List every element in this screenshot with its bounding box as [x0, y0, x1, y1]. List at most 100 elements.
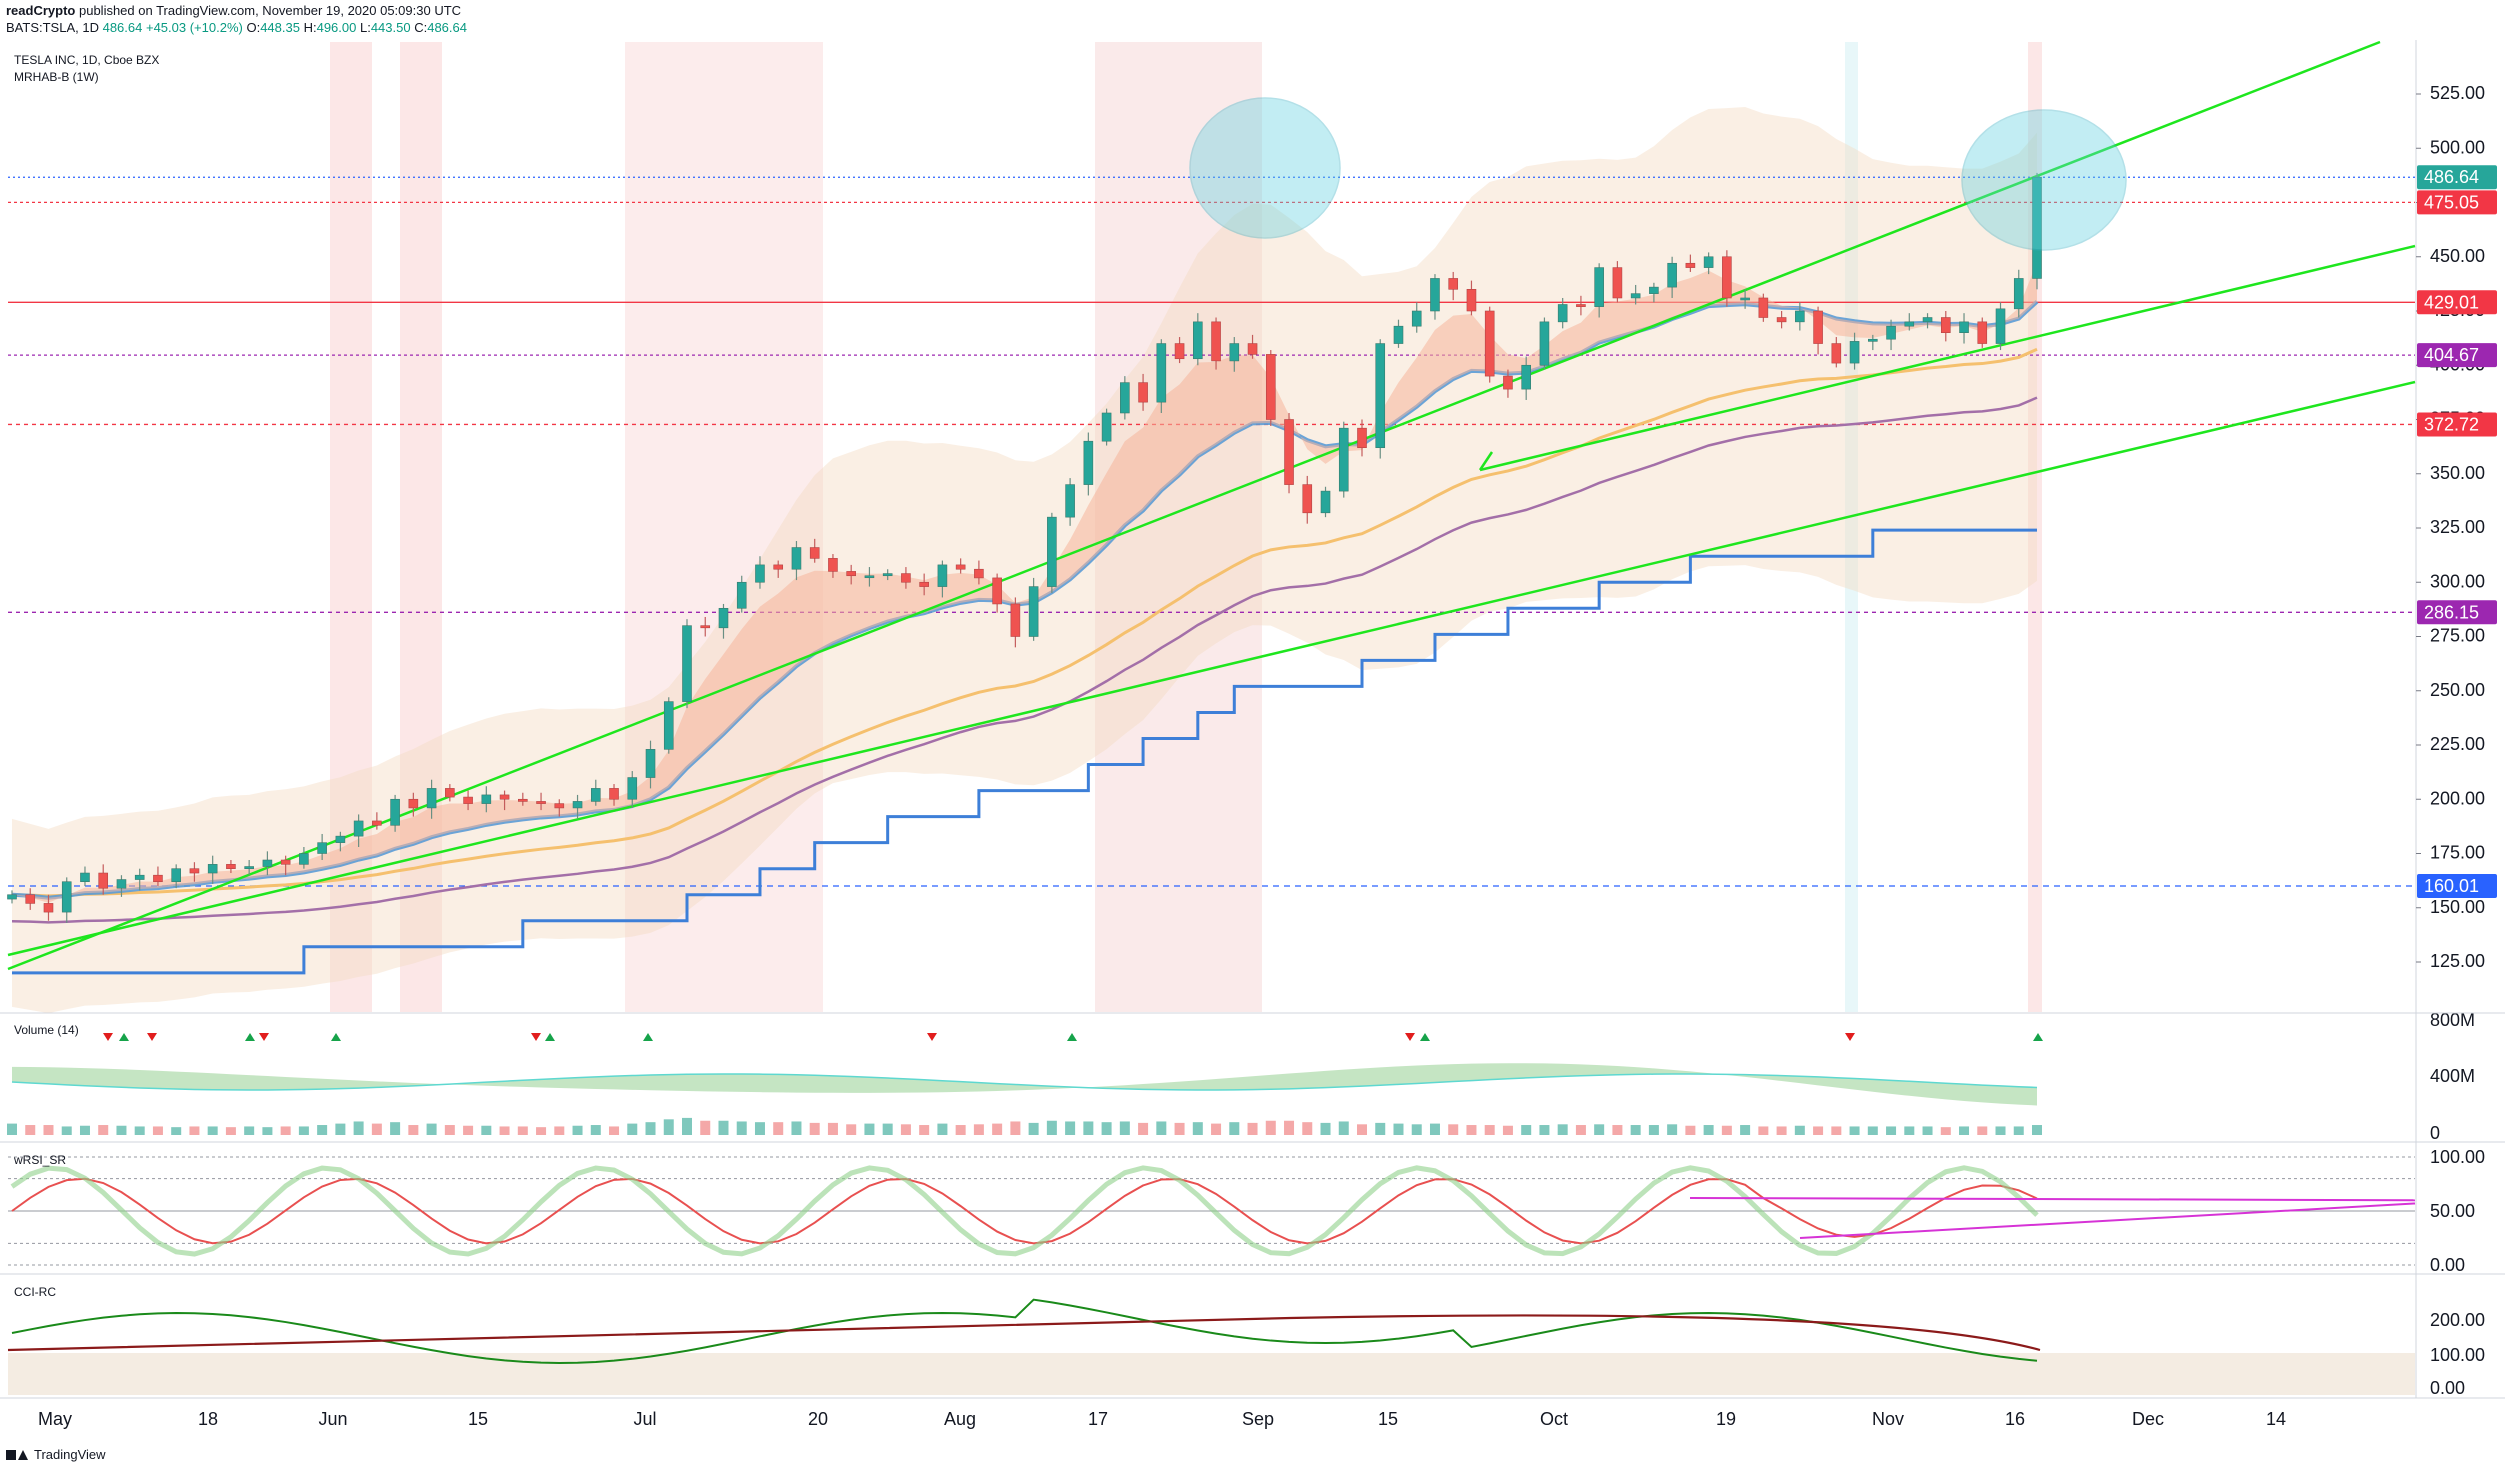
- tradingview-footer[interactable]: TradingView: [6, 1447, 106, 1462]
- volume-bar: [1758, 1126, 1769, 1135]
- volume-bar: [317, 1125, 328, 1135]
- candle: [134, 868, 145, 891]
- candle: [1193, 313, 1203, 366]
- candle: [1411, 302, 1422, 333]
- candle: [1886, 319, 1896, 351]
- volume-bar: [25, 1125, 36, 1135]
- candle: [1156, 339, 1167, 413]
- candle: [1576, 295, 1586, 316]
- price-axis-label: 404.67: [2417, 343, 2497, 368]
- volume-bar: [225, 1127, 236, 1135]
- price-axis-label: 286.15: [2417, 600, 2497, 625]
- volume-bar: [1302, 1122, 1313, 1135]
- volume-bar: [1849, 1126, 1860, 1135]
- cci-tick-label: 200.00: [2430, 1310, 2485, 1330]
- volume-signal-arrow: [1420, 1033, 1430, 1041]
- trendline: [7, 380, 2416, 957]
- volume-signal-arrow: [103, 1033, 113, 1041]
- volume-bar: [98, 1125, 109, 1135]
- y-tick-label: 225.00: [2430, 734, 2485, 754]
- candle: [226, 860, 236, 874]
- highlight-ellipse: [1189, 97, 1341, 239]
- background-layer: [12, 42, 2042, 1014]
- volume-bar: [1667, 1124, 1678, 1135]
- volume-signal-arrow: [259, 1033, 269, 1041]
- candle: [1667, 256, 1677, 298]
- volume-signal-arrow: [643, 1033, 653, 1041]
- candle: [919, 573, 929, 596]
- candle: [1868, 334, 1878, 351]
- fast-ema-ribbon: [12, 262, 2037, 903]
- candle: [189, 862, 200, 882]
- candle: [372, 812, 382, 830]
- candle: [1357, 419, 1367, 457]
- volume-bar: [1448, 1124, 1459, 1135]
- candle: [718, 603, 729, 639]
- candle: [1813, 306, 1823, 355]
- volume-bar: [1648, 1125, 1659, 1135]
- volume-bar: [1338, 1121, 1349, 1135]
- volume-bar: [1411, 1124, 1422, 1135]
- volume-signal-line: [11, 1073, 2038, 1091]
- wrsi-momentum-line: [10, 1165, 2039, 1257]
- volume-tick-label: 800M: [2430, 1010, 2475, 1030]
- author-name[interactable]: readCrypto: [6, 3, 76, 18]
- volume-bar: [517, 1126, 528, 1135]
- candle: [463, 790, 473, 811]
- price-axis-label: 486.64: [2417, 165, 2497, 190]
- volume-tick-label: 0: [2430, 1123, 2440, 1143]
- candle: [1685, 254, 1696, 272]
- candle: [1375, 339, 1386, 459]
- volume-bar: [645, 1122, 656, 1135]
- symbol-interval: BATS:TSLA, 1D: [6, 20, 99, 35]
- cci-title[interactable]: CCI-RC: [14, 1285, 56, 1299]
- publish-line: readCrypto published on TradingView.com,…: [6, 2, 467, 19]
- volume-bar: [1028, 1122, 1039, 1135]
- volume-bar: [1831, 1126, 1842, 1135]
- volume-signal-arrow: [1405, 1033, 1415, 1041]
- volume-bar: [2032, 1125, 2042, 1135]
- candle: [755, 556, 765, 589]
- legend-indicator[interactable]: MRHAB-B (1W): [14, 70, 99, 84]
- volume-bar: [882, 1123, 893, 1135]
- wrsi-title[interactable]: wRSI_SR: [13, 1153, 66, 1167]
- volume-bar: [1521, 1125, 1532, 1135]
- x-tick-label: Sep: [1242, 1409, 1274, 1429]
- volume-bar: [1557, 1124, 1568, 1135]
- volume-bar: [244, 1126, 255, 1135]
- y-tick-label: 500.00: [2430, 137, 2485, 157]
- candle: [1101, 408, 1112, 446]
- volume-bar: [262, 1127, 273, 1135]
- svg-text:372.72: 372.72: [2424, 414, 2479, 434]
- candle: [1849, 332, 1860, 370]
- volume-bar: [335, 1123, 346, 1135]
- volume-bar: [1703, 1125, 1714, 1135]
- x-tick-label: 20: [808, 1409, 828, 1429]
- legend-title[interactable]: TESLA INC, 1D, Cboe BZX: [14, 53, 159, 67]
- volume-signal-arrow: [245, 1033, 255, 1041]
- volume-bar: [1959, 1126, 1970, 1135]
- volume-bar: [1156, 1121, 1167, 1135]
- candle: [1703, 252, 1714, 275]
- trendline: [1478, 451, 1494, 471]
- volume-tick-label: 400M: [2430, 1066, 2475, 1086]
- candle: [1338, 421, 1349, 498]
- candle: [1557, 297, 1568, 329]
- volume-title[interactable]: Volume (14): [14, 1023, 79, 1037]
- ema-slow-line: [11, 347, 2038, 898]
- volume-bar: [353, 1121, 364, 1135]
- volume-bar: [1192, 1122, 1203, 1135]
- candle: [1047, 512, 1057, 594]
- volume-bar: [1211, 1123, 1222, 1135]
- candle: [1430, 274, 1440, 320]
- candle: [1284, 412, 1294, 494]
- svg-text:404.67: 404.67: [2424, 345, 2479, 365]
- volume-bar: [1904, 1126, 1915, 1135]
- volume-bar: [590, 1125, 601, 1135]
- y-tick-label: 325.00: [2430, 517, 2485, 537]
- volume-bar: [79, 1125, 90, 1135]
- volume-signal-arrow: [331, 1033, 341, 1041]
- volume-bar: [1685, 1125, 1696, 1135]
- volume-signal-arrow: [1845, 1033, 1855, 1041]
